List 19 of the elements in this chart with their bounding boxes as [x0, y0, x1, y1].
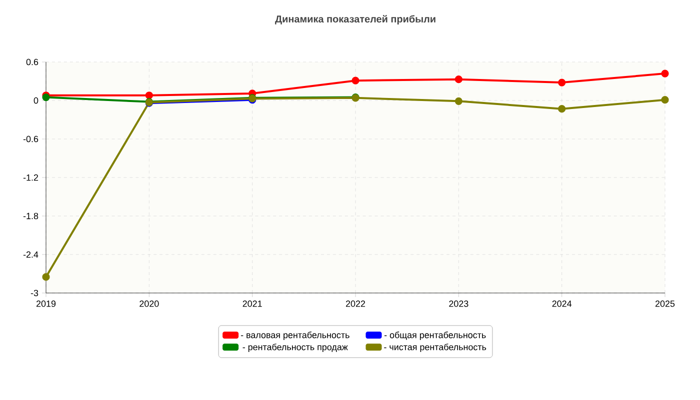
y-tick-label: 0 — [34, 97, 38, 104]
legend-label: - валовая рентабельность — [240, 332, 350, 340]
legend-label: - рентабельность продаж — [242, 344, 348, 352]
y-tick-label: -2.4 — [23, 251, 38, 258]
x-tick-label: 2023 — [449, 300, 468, 307]
x-tick-label: 2019 — [36, 300, 56, 307]
y-tick-label: -1.2 — [23, 174, 38, 181]
chart-title: Динамика показателей прибыли — [275, 15, 436, 24]
legend-label: - общая рентабельность — [384, 332, 486, 340]
y-tick-label: 0.6 — [26, 58, 38, 66]
x-tick-label: 2022 — [346, 300, 366, 307]
y-tick-label: -3 — [30, 290, 38, 296]
x-tick-label: 2025 — [655, 300, 675, 307]
x-tick-label: 2020 — [140, 300, 159, 307]
legend-label: - чистая рентабельность — [384, 344, 486, 352]
x-tick-label: 2024 — [552, 300, 572, 307]
x-tick-label: 2021 — [242, 300, 262, 307]
y-tick-label: -1.8 — [23, 212, 38, 220]
y-tick-label: -0.6 — [23, 136, 38, 142]
